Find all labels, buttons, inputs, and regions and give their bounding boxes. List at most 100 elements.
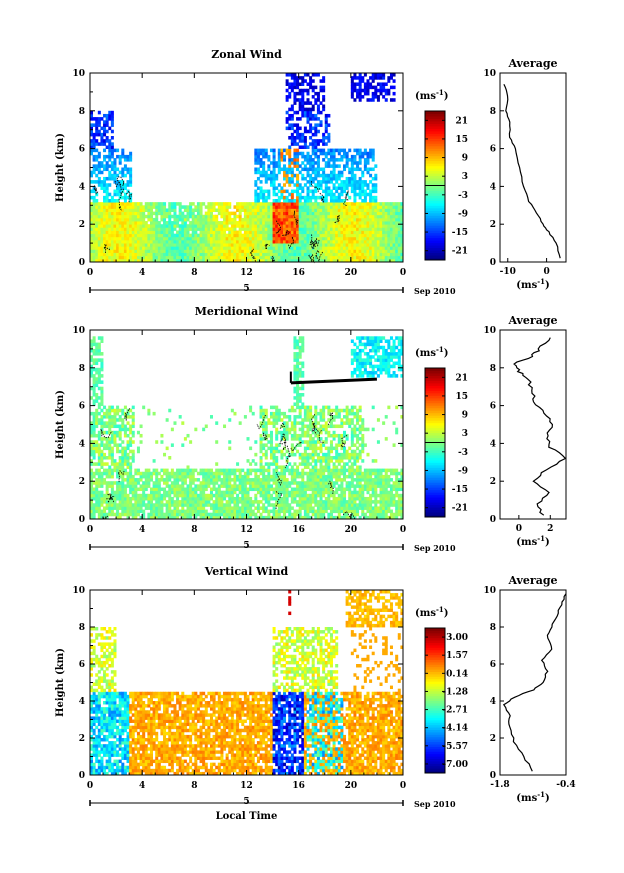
heatmap-cell bbox=[105, 258, 109, 263]
heatmap-cell bbox=[353, 224, 357, 228]
heatmap-cell bbox=[149, 512, 153, 517]
heatmap-cell bbox=[277, 164, 281, 168]
heatmap-cell bbox=[275, 217, 279, 222]
heatmap-cell bbox=[92, 217, 96, 222]
heatmap-cell bbox=[121, 481, 125, 485]
heatmap-cell bbox=[366, 227, 370, 231]
heatmap-cell bbox=[363, 183, 367, 187]
heatmap-cell bbox=[267, 515, 271, 520]
heatmap-cell bbox=[191, 496, 195, 501]
heatmap-cell bbox=[293, 202, 297, 206]
y-tick-label: 8 bbox=[79, 107, 85, 117]
heatmap-cell bbox=[376, 255, 380, 260]
heatmap-cell bbox=[267, 471, 271, 476]
heatmap-cell bbox=[103, 506, 107, 510]
heatmap-cell bbox=[285, 246, 289, 250]
heatmap-cell bbox=[397, 205, 401, 209]
heatmap-cell bbox=[254, 512, 258, 517]
heatmap-cell bbox=[149, 205, 153, 209]
heatmap-cell bbox=[105, 424, 109, 429]
heatmap-cell bbox=[353, 217, 357, 222]
heatmap-cell bbox=[116, 243, 120, 247]
heatmap-cell bbox=[298, 186, 302, 190]
heatmap-cell bbox=[118, 186, 122, 190]
heatmap-cell bbox=[376, 233, 380, 238]
average-line bbox=[503, 84, 561, 259]
heatmap-cell bbox=[277, 161, 281, 165]
heatmap-cell bbox=[314, 208, 318, 212]
contour-line bbox=[275, 220, 282, 235]
heatmap-cell bbox=[246, 512, 250, 517]
heatmap-cell bbox=[389, 227, 393, 231]
heatmap-cell bbox=[256, 227, 260, 231]
heatmap-cell bbox=[126, 509, 130, 514]
heatmap-cell bbox=[126, 249, 130, 253]
heatmap-cell bbox=[363, 161, 367, 165]
heatmap-cell bbox=[95, 468, 99, 473]
heatmap-cell bbox=[103, 211, 107, 216]
heatmap-cell bbox=[400, 252, 404, 257]
heatmap-cell bbox=[395, 236, 399, 241]
heatmap-cell bbox=[131, 230, 135, 235]
heatmap-cell bbox=[95, 173, 99, 178]
heatmap-cell bbox=[191, 246, 195, 250]
heatmap-cell bbox=[301, 195, 305, 200]
heatmap-cell bbox=[147, 233, 151, 238]
heatmap-cell bbox=[95, 471, 99, 476]
heatmap-cell bbox=[243, 509, 247, 514]
heatmap-cell bbox=[306, 214, 310, 219]
heatmap-cell bbox=[126, 202, 130, 206]
heatmap-cell bbox=[217, 243, 221, 247]
heatmap-cell bbox=[147, 239, 151, 244]
heatmap-cell bbox=[264, 408, 268, 413]
heatmap-cell bbox=[228, 446, 232, 451]
heatmap-cell bbox=[327, 221, 331, 225]
heatmap-cell bbox=[233, 243, 237, 247]
heatmap-cell bbox=[230, 500, 234, 504]
heatmap-cell bbox=[178, 243, 182, 247]
heatmap-cell bbox=[202, 252, 206, 257]
heatmap-cell bbox=[116, 255, 120, 260]
heatmap-cell bbox=[97, 243, 101, 247]
heatmap-cell bbox=[254, 478, 258, 482]
heatmap-cell bbox=[121, 246, 125, 250]
heatmap-cell bbox=[256, 239, 260, 244]
heatmap-cell bbox=[262, 189, 266, 194]
heatmap-cell bbox=[108, 443, 112, 447]
heatmap-cell bbox=[121, 258, 125, 263]
heatmap-cell bbox=[275, 443, 279, 447]
heatmap-cell bbox=[249, 249, 253, 253]
heatmap-cell bbox=[296, 117, 300, 121]
heatmap-cell bbox=[108, 148, 112, 153]
heatmap-cell bbox=[269, 493, 273, 498]
heatmap-cell bbox=[90, 195, 94, 200]
heatmap-cell bbox=[262, 148, 266, 153]
heatmap-cell bbox=[110, 449, 114, 454]
heatmap-cell bbox=[243, 474, 247, 479]
heatmap-cell bbox=[186, 211, 190, 216]
heatmap-cell bbox=[220, 214, 224, 219]
heatmap-cell bbox=[189, 255, 193, 260]
heatmap-cell bbox=[95, 211, 99, 216]
heatmap-cell bbox=[353, 148, 357, 153]
heatmap-cell bbox=[129, 408, 133, 413]
heatmap-cell bbox=[335, 246, 339, 250]
heatmap-cell bbox=[337, 252, 341, 257]
heatmap-cell bbox=[285, 202, 289, 206]
heatmap-cell bbox=[275, 418, 279, 422]
heatmap-cell bbox=[105, 161, 109, 165]
heatmap-cell bbox=[238, 487, 242, 492]
heatmap-cell bbox=[92, 352, 96, 356]
heatmap-cell bbox=[118, 515, 122, 520]
heatmap-cell bbox=[103, 176, 107, 181]
heatmap-cell bbox=[327, 192, 331, 197]
heatmap-cell bbox=[116, 449, 120, 454]
heatmap-cell bbox=[285, 224, 289, 228]
heatmap-cell bbox=[285, 252, 289, 257]
heatmap-cell bbox=[382, 76, 386, 80]
heatmap-cell bbox=[267, 433, 271, 438]
heatmap-cell bbox=[345, 164, 349, 168]
heatmap-cell bbox=[350, 170, 354, 175]
heatmap-cell bbox=[238, 205, 242, 209]
heatmap-cell bbox=[269, 249, 273, 253]
